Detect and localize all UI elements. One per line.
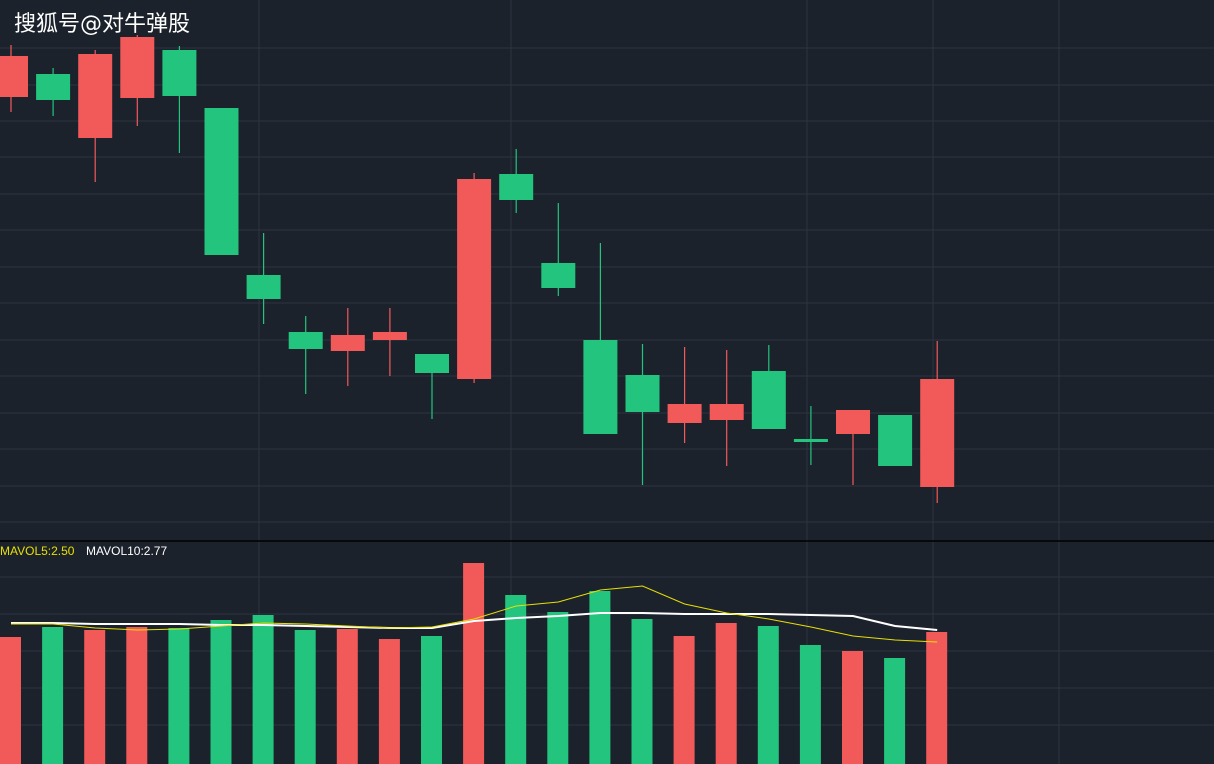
volume-bar [631,619,653,764]
candle [793,406,828,465]
volume-bar [505,595,527,764]
volume-bar [378,639,400,764]
candle [0,45,28,112]
candle-body [457,179,492,379]
candle [709,350,744,466]
watermark-text: 搜狐号@对牛弹股 [14,12,190,37]
candle [667,347,702,443]
volume-bar [252,615,274,764]
candle [751,345,786,429]
candle-body [246,275,281,299]
candle-body [836,410,870,434]
candle [920,341,955,503]
candle-body [583,340,618,434]
moving-average-lines [11,585,938,643]
mavol5-line [11,585,938,643]
volume-bar [84,630,106,764]
candle [36,68,71,116]
volume-panel [0,563,948,764]
volume-bar [168,628,190,764]
candle-body [541,263,576,288]
candle-body [204,108,239,255]
volume-bar [926,632,948,764]
candle-body [793,439,828,442]
candle-body [330,335,365,351]
volume-bar [210,620,232,764]
volume-bar [463,563,485,764]
volume-bar [589,591,611,764]
volume-bar [42,627,64,764]
candle-body [751,371,786,429]
candle [162,46,197,153]
candle-body [878,415,913,466]
candle-body [162,50,197,96]
candle-body [920,379,955,487]
candle [372,308,407,376]
candle-body [415,354,449,373]
candle [246,233,281,324]
candle [415,354,449,419]
volume-bar [126,627,148,764]
candle-body [288,332,323,349]
volume-bar [0,637,21,764]
volume-bar [294,630,316,764]
candle [78,50,113,182]
candlestick-panel [0,35,955,503]
candle [878,415,913,466]
candle [288,316,323,394]
candle-body [78,54,113,138]
candle-body [625,375,660,412]
candle [836,410,870,485]
volume-bar [884,658,906,764]
candle [499,149,534,213]
candle-body [120,37,155,98]
candle-body [372,332,407,340]
volume-bar [336,629,358,764]
candle [541,203,576,296]
candle-body [709,404,744,420]
volume-bar [715,623,737,764]
mavol10-line [11,612,938,631]
volume-bar [547,612,569,764]
volume-bar [673,636,695,764]
candle [625,344,660,485]
volume-bar [799,645,821,764]
mavol10-label: MAVOL10:2.77 [86,544,167,558]
candle [120,35,155,126]
mavol5-label: MAVOL5:2.50 [0,544,75,558]
volume-bar [757,626,779,764]
candle [583,243,618,434]
candle-body [36,74,71,100]
candle-body [667,404,702,423]
volume-bar [421,636,442,764]
candle [457,173,492,383]
candle [330,308,365,386]
candle-body [499,174,534,200]
candle [204,108,239,255]
volume-bar [842,651,863,764]
candle-body [0,56,28,97]
